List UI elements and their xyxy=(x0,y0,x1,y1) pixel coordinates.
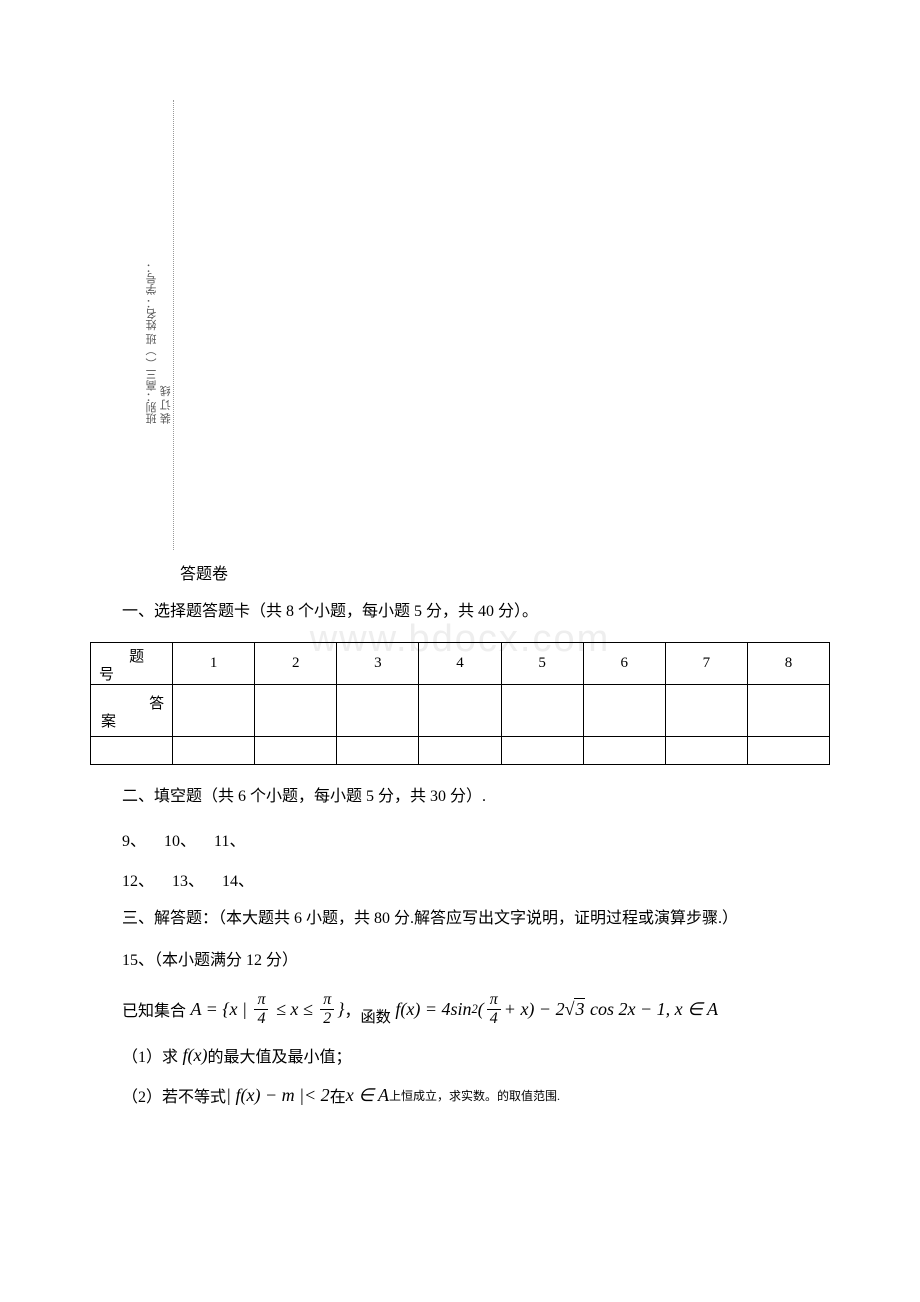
fx: f(x) xyxy=(178,1045,207,1066)
fold-label: 装 订 线 xyxy=(159,262,173,424)
col-2: 2 xyxy=(255,643,337,685)
empty-cell xyxy=(255,737,337,765)
section2-title: 二、填空题（共 6 个小题，每小题 5 分，共 30 分）. xyxy=(90,785,830,809)
q15-title: 15、（本小题满分 12 分） xyxy=(90,949,830,973)
sub1-prefix: （1）求 xyxy=(122,1043,178,1067)
col-1: 1 xyxy=(173,643,255,685)
q14: 14、 xyxy=(222,873,254,890)
q12: 12、 xyxy=(122,873,154,890)
empty-cell xyxy=(747,737,829,765)
col-6: 6 xyxy=(583,643,665,685)
table-empty-row xyxy=(91,737,830,765)
q15-given: 已知集合 A = {x | π4 ≤ x ≤ π2 } ， 函数 f(x) = … xyxy=(90,991,830,1027)
fx-formula: f(x) = 4sin2( π4 + x) − 23 cos 2x − 1, x… xyxy=(391,991,718,1027)
col-4: 4 xyxy=(419,643,501,685)
table-answer-row: 答 案 xyxy=(91,685,830,737)
inequality-formula: | f(x) − m |< 2在x ∈ A xyxy=(226,1083,389,1107)
sub2-prefix: （2）若不等式 xyxy=(122,1083,226,1107)
q15-prefix: 已知集合 xyxy=(122,997,186,1021)
comma1: ， xyxy=(344,997,360,1021)
q9: 9、 xyxy=(122,833,146,850)
binding-sidebar: 班别：高三（ ）班 姓名： 学号： 装 订 线 xyxy=(145,100,185,550)
empty-cell xyxy=(419,737,501,765)
answer-table: 题 号 1 2 3 4 5 6 7 8 答 案 xyxy=(90,642,830,765)
class-label: 班别：高三（ ）班 姓名： 学号： xyxy=(145,262,159,424)
fill-row-2: 12、 13、 14、 xyxy=(122,867,830,891)
fill-row-1: 9、 10、 11、 xyxy=(122,827,830,851)
section1-title: 一、选择题答题卡（共 8 个小题，每小题 5 分，共 40 分）。 xyxy=(90,600,830,624)
func-label: 函数 xyxy=(360,1005,390,1027)
col-7: 7 xyxy=(665,643,747,685)
empty-cell xyxy=(173,737,255,765)
q15-sub1: （1）求 f(x) 的最大值及最小值； xyxy=(90,1043,830,1067)
answer-cell xyxy=(173,685,255,737)
q10: 10、 xyxy=(164,833,196,850)
answer-cell xyxy=(501,685,583,737)
q15-sub2: （2）若不等式 | f(x) − m |< 2在x ∈ A 上恒成立，求实数。的… xyxy=(90,1083,830,1107)
empty-cell xyxy=(501,737,583,765)
q13: 13、 xyxy=(172,873,204,890)
set-A-formula: A = {x | π4 ≤ x ≤ π2 } xyxy=(186,991,344,1027)
answer-cell xyxy=(419,685,501,737)
answer-sheet-title: 答题卷 xyxy=(180,560,830,584)
main-content: 答题卷 一、选择题答题卡（共 8 个小题，每小题 5 分，共 40 分）。 题 … xyxy=(90,560,830,1107)
empty-cell xyxy=(337,737,419,765)
answer-cell xyxy=(255,685,337,737)
sub2-suffix: 上恒成立，求实数。的取值范围. xyxy=(389,1087,560,1104)
answer-cell xyxy=(583,685,665,737)
sub1-suffix: 的最大值及最小值； xyxy=(208,1043,352,1067)
answer-label-cell: 答 案 xyxy=(91,685,173,737)
col-8: 8 xyxy=(747,643,829,685)
answer-cell xyxy=(337,685,419,737)
empty-cell xyxy=(91,737,173,765)
table-header-row: 题 号 1 2 3 4 5 6 7 8 xyxy=(91,643,830,685)
col-3: 3 xyxy=(337,643,419,685)
q11: 11、 xyxy=(214,833,245,850)
answer-cell xyxy=(665,685,747,737)
vertical-labels: 班别：高三（ ）班 姓名： 学号： 装 订 线 xyxy=(145,250,174,436)
empty-cell xyxy=(583,737,665,765)
col-5: 5 xyxy=(501,643,583,685)
header-label-cell: 题 号 xyxy=(91,643,173,685)
answer-cell xyxy=(747,685,829,737)
empty-cell xyxy=(665,737,747,765)
section3-title: 三、解答题：（本大题共 6 小题，共 80 分.解答应写出文字说明，证明过程或演… xyxy=(90,907,830,931)
